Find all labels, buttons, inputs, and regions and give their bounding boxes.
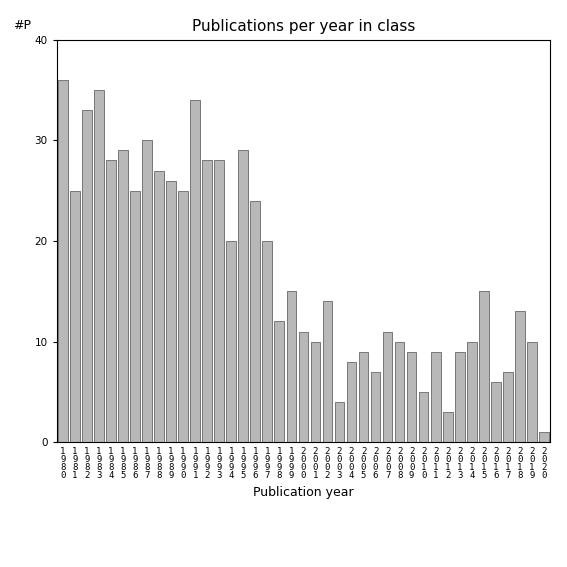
Bar xyxy=(142,141,152,442)
Bar xyxy=(335,402,344,442)
Y-axis label: #P: #P xyxy=(13,19,31,32)
Bar xyxy=(503,372,513,442)
Bar xyxy=(371,372,380,442)
Bar xyxy=(443,412,452,442)
Bar xyxy=(166,180,176,442)
Bar xyxy=(202,160,212,442)
Bar xyxy=(311,341,320,442)
Bar xyxy=(274,321,284,442)
Bar xyxy=(214,160,224,442)
Bar xyxy=(118,150,128,442)
Bar xyxy=(154,171,164,442)
Bar xyxy=(467,341,477,442)
Bar xyxy=(226,241,236,442)
Bar xyxy=(359,352,369,442)
Bar xyxy=(455,352,464,442)
Bar xyxy=(515,311,524,442)
Bar xyxy=(58,80,67,442)
Bar xyxy=(130,191,139,442)
Bar xyxy=(539,432,549,442)
Bar xyxy=(238,150,248,442)
Bar xyxy=(299,332,308,442)
Bar xyxy=(431,352,441,442)
Bar xyxy=(286,291,296,442)
Bar xyxy=(346,362,356,442)
Bar xyxy=(94,90,104,442)
Bar xyxy=(106,160,116,442)
Bar xyxy=(383,332,392,442)
Bar xyxy=(263,241,272,442)
Bar xyxy=(70,191,79,442)
Bar xyxy=(527,341,537,442)
Bar xyxy=(395,341,404,442)
Bar xyxy=(419,392,429,442)
Title: Publications per year in class: Publications per year in class xyxy=(192,19,415,35)
Bar xyxy=(178,191,188,442)
Bar xyxy=(82,110,92,442)
Bar xyxy=(323,302,332,442)
Bar xyxy=(191,100,200,442)
Bar xyxy=(479,291,489,442)
X-axis label: Publication year: Publication year xyxy=(253,485,354,498)
Bar xyxy=(407,352,416,442)
Bar xyxy=(491,382,501,442)
Bar xyxy=(251,201,260,442)
